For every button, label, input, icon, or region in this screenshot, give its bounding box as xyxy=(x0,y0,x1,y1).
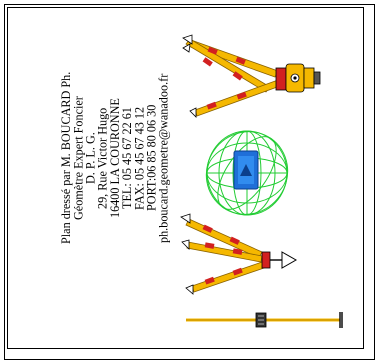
line-email: ph.boucard.geometre@wanadoo.fr xyxy=(156,73,171,243)
globe-badge-icon xyxy=(233,150,259,190)
theodolite-tripod-icon xyxy=(182,34,321,118)
line-mobile: PORT:06 85 80 06 30 xyxy=(144,104,159,212)
inner-frame xyxy=(7,7,364,349)
outer-frame xyxy=(4,4,375,360)
contact-block: Plan dressé par M. BOUCARD Ph. Géomètre … xyxy=(10,72,220,244)
prism-tripod-icon xyxy=(180,213,298,295)
line-diploma: D. P. L. G. xyxy=(83,132,98,184)
survey-rod-icon xyxy=(186,312,343,328)
